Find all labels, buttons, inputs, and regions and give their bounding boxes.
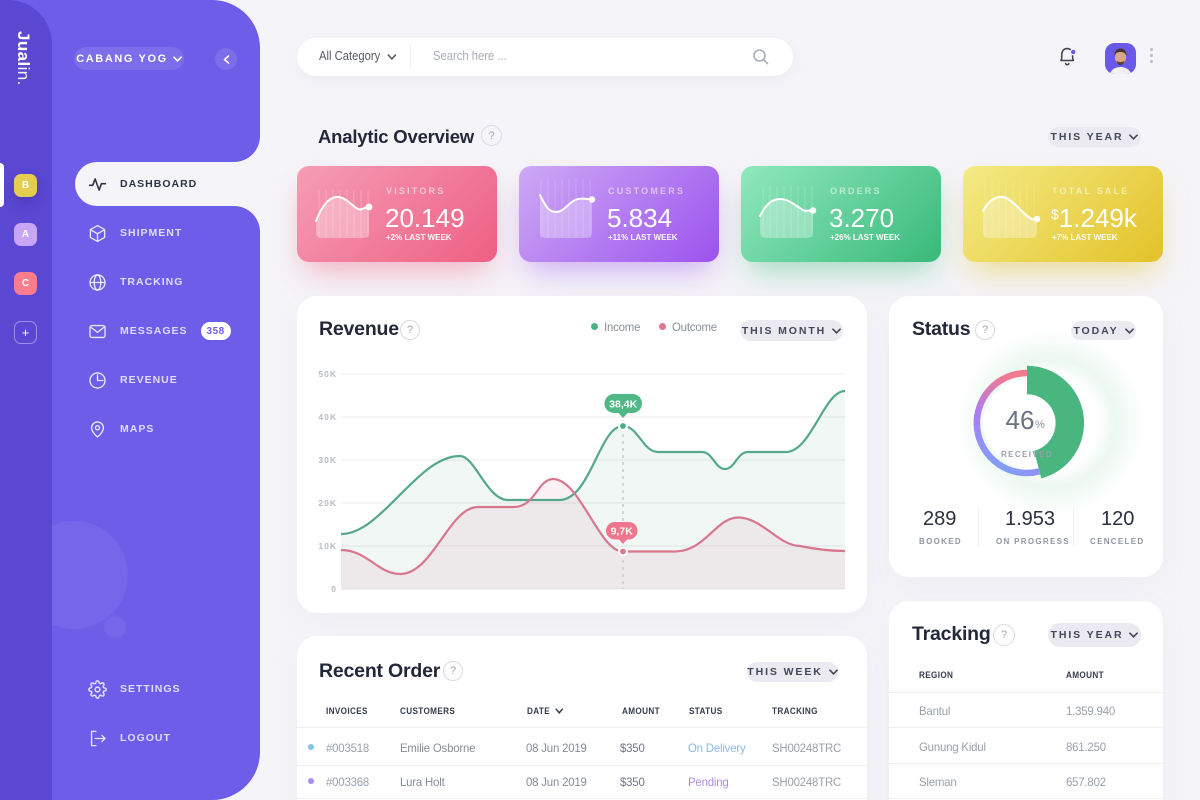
svg-text:10K: 10K bbox=[318, 541, 337, 551]
svg-text:20K: 20K bbox=[318, 498, 337, 508]
svg-text:9,7K: 9,7K bbox=[611, 526, 634, 538]
svg-text:40K: 40K bbox=[318, 412, 337, 422]
svg-text:50K: 50K bbox=[318, 369, 337, 379]
svg-text:46: 46 bbox=[1006, 405, 1035, 435]
svg-text:RECEIVED: RECEIVED bbox=[1001, 450, 1053, 459]
svg-text:0: 0 bbox=[331, 584, 337, 594]
svg-text:%: % bbox=[1035, 419, 1045, 431]
svg-text:38,4K: 38,4K bbox=[609, 399, 637, 411]
svg-text:30K: 30K bbox=[318, 455, 337, 465]
